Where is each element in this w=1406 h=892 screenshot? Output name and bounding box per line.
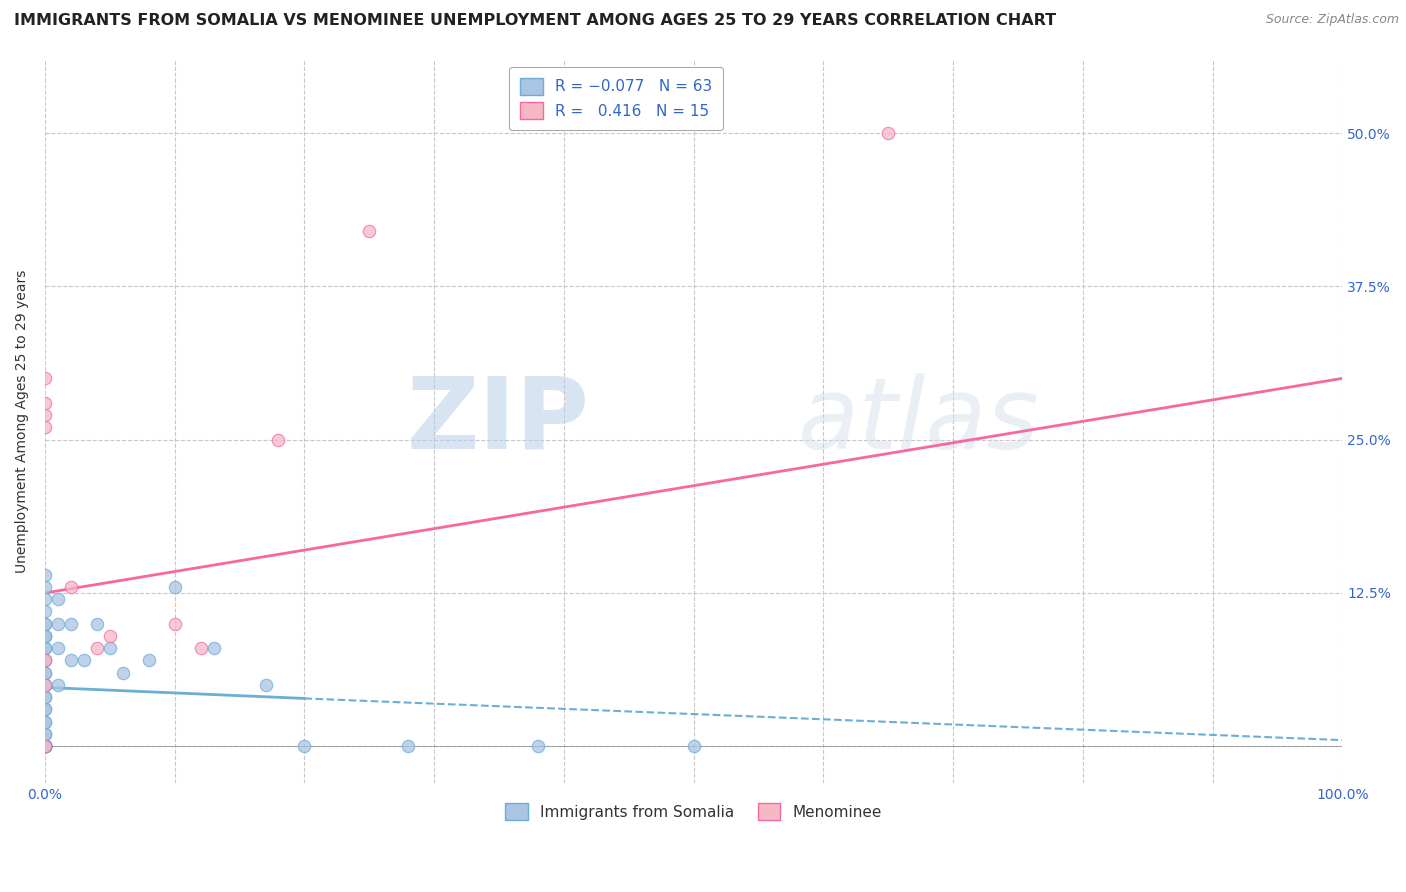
Point <box>34 702 56 716</box>
Point <box>98 641 121 656</box>
Point <box>34 567 56 582</box>
Point <box>59 580 82 594</box>
Point <box>294 739 316 754</box>
Point <box>163 580 186 594</box>
Point <box>46 616 69 631</box>
Text: IMMIGRANTS FROM SOMALIA VS MENOMINEE UNEMPLOYMENT AMONG AGES 25 TO 29 YEARS CORR: IMMIGRANTS FROM SOMALIA VS MENOMINEE UNE… <box>14 13 1056 29</box>
Point <box>34 408 56 422</box>
Text: Source: ZipAtlas.com: Source: ZipAtlas.com <box>1265 13 1399 27</box>
Point <box>34 678 56 692</box>
Point <box>34 665 56 680</box>
Point <box>34 396 56 410</box>
Point <box>34 727 56 741</box>
Point <box>34 678 56 692</box>
Point <box>34 616 56 631</box>
Point <box>34 739 56 754</box>
Point <box>34 739 56 754</box>
Point <box>190 641 212 656</box>
Point <box>34 580 56 594</box>
Point <box>34 678 56 692</box>
Point <box>202 641 225 656</box>
Y-axis label: Unemployment Among Ages 25 to 29 years: Unemployment Among Ages 25 to 29 years <box>15 269 30 573</box>
Point <box>34 653 56 667</box>
Point <box>396 739 419 754</box>
Point <box>34 739 56 754</box>
Point <box>34 739 56 754</box>
Point <box>86 616 108 631</box>
Point <box>34 629 56 643</box>
Point <box>359 224 381 238</box>
Point <box>254 678 277 692</box>
Point <box>59 653 82 667</box>
Point <box>34 690 56 705</box>
Point <box>34 641 56 656</box>
Legend: Immigrants from Somalia, Menominee: Immigrants from Somalia, Menominee <box>499 797 889 826</box>
Point <box>34 702 56 716</box>
Point <box>163 616 186 631</box>
Point <box>34 739 56 754</box>
Point <box>34 641 56 656</box>
Point <box>34 739 56 754</box>
Point <box>267 433 290 447</box>
Point <box>34 739 56 754</box>
Point <box>527 739 550 754</box>
Point <box>34 739 56 754</box>
Point <box>34 714 56 729</box>
Point <box>138 653 160 667</box>
Point <box>34 678 56 692</box>
Point <box>34 739 56 754</box>
Text: atlas: atlas <box>797 373 1039 470</box>
Point <box>59 616 82 631</box>
Point <box>682 739 704 754</box>
Point <box>34 629 56 643</box>
Point <box>34 420 56 434</box>
Point <box>34 739 56 754</box>
Point <box>34 629 56 643</box>
Point <box>46 592 69 607</box>
Point <box>34 739 56 754</box>
Point <box>34 665 56 680</box>
Point <box>34 653 56 667</box>
Point <box>46 641 69 656</box>
Point <box>98 629 121 643</box>
Point <box>34 714 56 729</box>
Point <box>34 739 56 754</box>
Point <box>34 592 56 607</box>
Point <box>34 727 56 741</box>
Point <box>34 739 56 754</box>
Point <box>34 690 56 705</box>
Point <box>111 665 134 680</box>
Point <box>34 739 56 754</box>
Point <box>34 371 56 385</box>
Point <box>34 616 56 631</box>
Text: ZIP: ZIP <box>406 373 591 470</box>
Point <box>34 739 56 754</box>
Point <box>877 126 900 140</box>
Point <box>46 678 69 692</box>
Point <box>34 739 56 754</box>
Point <box>73 653 96 667</box>
Point <box>34 739 56 754</box>
Point <box>34 739 56 754</box>
Point <box>34 653 56 667</box>
Point <box>34 739 56 754</box>
Point <box>86 641 108 656</box>
Point <box>34 604 56 618</box>
Point <box>34 739 56 754</box>
